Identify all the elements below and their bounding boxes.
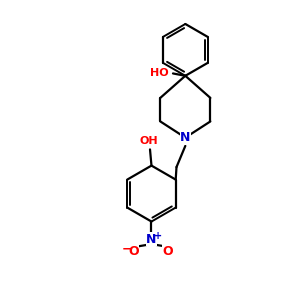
Text: HO: HO — [150, 68, 168, 78]
Text: +: + — [154, 231, 162, 241]
Text: N: N — [180, 131, 190, 144]
Text: O: O — [162, 245, 173, 258]
Text: −: − — [122, 243, 132, 256]
Text: O: O — [128, 245, 139, 258]
Text: OH: OH — [140, 136, 158, 146]
Text: N: N — [146, 233, 157, 246]
